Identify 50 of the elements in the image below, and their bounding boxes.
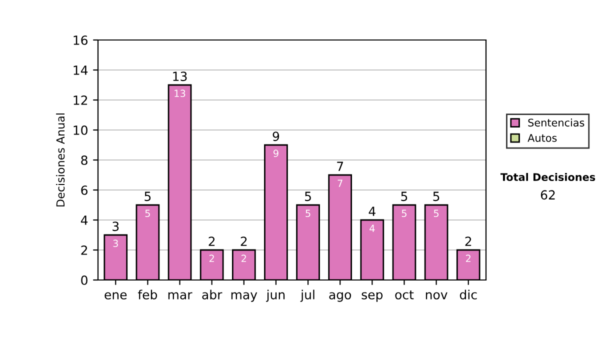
y-tick-label: 4 xyxy=(80,216,88,225)
x-tick-label: ene xyxy=(104,292,127,300)
text: Total Decisiones xyxy=(500,172,596,182)
data-label: 7 xyxy=(338,180,342,187)
total-label: 2 xyxy=(208,236,215,246)
data-label: 2 xyxy=(242,254,246,262)
y-tick-label: 0 xyxy=(81,275,88,285)
total-label: 13 xyxy=(173,72,187,82)
data-label: 2 xyxy=(209,254,214,262)
x-tick-label: mar xyxy=(168,292,192,300)
total-label: 2 xyxy=(240,236,247,246)
y-tick-label: 14 xyxy=(74,66,88,75)
legend-label: Sentencias xyxy=(528,118,584,127)
x-tick-label: nov xyxy=(426,292,448,300)
y-tick-label: 2 xyxy=(81,245,88,255)
data-label: 5 xyxy=(402,210,406,218)
x-tick-label: jun xyxy=(266,290,285,302)
x-tick-label: ago xyxy=(329,292,352,302)
y-tick-label: 8 xyxy=(81,155,88,165)
x-tick-label: jul xyxy=(300,290,314,302)
y-tick-label: 12 xyxy=(74,95,88,105)
total-label: 2 xyxy=(465,236,472,246)
y-tick-label: 16 xyxy=(74,35,88,45)
y-tick-label: 10 xyxy=(74,125,88,135)
y-tick-label: 6 xyxy=(81,185,88,195)
x-tick-label: feb xyxy=(138,290,158,300)
total-label: 7 xyxy=(337,162,344,171)
x-tick-label: sep xyxy=(362,292,383,302)
total-label: 5 xyxy=(144,192,151,202)
data-label: 5 xyxy=(145,210,150,218)
data-label: 2 xyxy=(466,254,470,262)
data-label: 3 xyxy=(113,240,118,248)
data-label: 5 xyxy=(434,210,439,218)
total-label: 5 xyxy=(433,192,440,202)
y-axis-title: Decisiones Anual xyxy=(56,114,65,206)
data-label: 4 xyxy=(370,224,375,232)
total-label: 4 xyxy=(368,206,376,216)
total-label: 3 xyxy=(112,222,119,232)
total-label: 5 xyxy=(305,192,311,202)
data-label: 5 xyxy=(306,210,310,218)
text: 62 xyxy=(540,190,555,200)
data-label: 9 xyxy=(273,150,278,158)
data-label: 13 xyxy=(174,90,186,98)
x-tick-label: may xyxy=(231,292,258,302)
x-tick-label: dic xyxy=(460,290,477,300)
total-label: 9 xyxy=(272,132,280,142)
legend-label: Autos xyxy=(528,134,557,142)
total-label: 5 xyxy=(401,192,408,202)
x-tick-label: abr xyxy=(202,290,222,300)
x-tick-label: oct xyxy=(395,290,414,300)
